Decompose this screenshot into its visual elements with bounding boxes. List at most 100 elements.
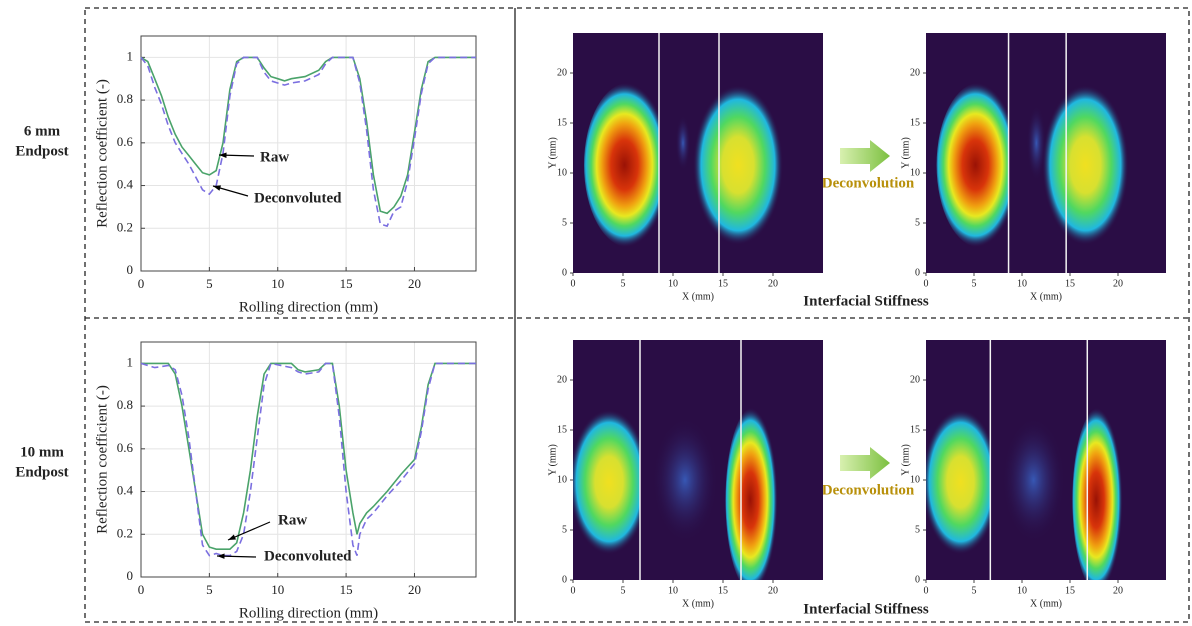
heatmap-blob: [652, 417, 718, 543]
heatmap-blob: [693, 85, 783, 245]
x-tick-label: 15: [718, 585, 728, 596]
y-tick-label: 0: [915, 574, 920, 585]
caption: Interfacial Stiffness: [803, 601, 929, 617]
heatmap-blob: [1002, 417, 1065, 543]
y-axis-label: Y (mm): [900, 444, 911, 476]
x-tick-label: 10: [668, 585, 678, 596]
x-tick-label: 0: [571, 585, 576, 596]
data-line: [140, 56, 476, 228]
x-tick-label: 5: [972, 278, 977, 289]
axes-frame: [140, 35, 477, 272]
y-tick-label: 1: [127, 354, 134, 369]
x-tick-label: 10: [1017, 278, 1027, 289]
x-tick-label: 20: [1113, 278, 1123, 289]
x-tick-label: 20: [768, 278, 778, 289]
x-tick-label: 5: [206, 582, 213, 597]
y-tick-label: 10: [910, 167, 920, 178]
y-tick-label: 5: [562, 524, 567, 535]
y-tick-label: 20: [910, 374, 920, 385]
x-tick-label: 15: [718, 278, 728, 289]
heatmap-blob: [725, 407, 781, 580]
plot-area: [140, 341, 477, 578]
row-label: Endpost: [15, 143, 68, 159]
y-tick-label: 0.6: [117, 134, 134, 149]
y-tick-label: 5: [915, 524, 920, 535]
y-tick-label: 0.2: [117, 219, 133, 234]
y-tick-label: 0.2: [117, 525, 133, 540]
x-tick-label: 0: [138, 582, 145, 597]
x-tick-label: 5: [972, 585, 977, 596]
heatmap-blob: [1072, 407, 1126, 580]
data-line: [140, 56, 476, 215]
heatmap-blob: [926, 409, 991, 555]
y-tick-label: 15: [910, 424, 920, 435]
y-tick-label: 10: [910, 474, 920, 485]
heatmap-blob: [1026, 105, 1046, 181]
y-tick-label: 10: [557, 474, 567, 485]
y-tick-label: 0.6: [117, 440, 134, 455]
heatmap-blob: [584, 82, 659, 248]
row-label: Endpost: [15, 464, 68, 480]
x-axis-label: X (mm): [1030, 291, 1062, 302]
y-axis-label: Reflection coefficient (-): [94, 385, 110, 534]
annotation: Raw: [260, 149, 289, 165]
x-tick-label: 10: [1017, 585, 1027, 596]
annotation: Deconvoluted: [264, 548, 352, 564]
annotation: Raw: [278, 512, 307, 528]
arrow-icon: [840, 447, 890, 479]
y-tick-label: 0.8: [117, 397, 133, 412]
heatmap-blob: [936, 82, 1009, 248]
x-axis-label: Rolling direction (mm): [239, 605, 378, 621]
arrow-label: Deconvolution: [822, 482, 915, 498]
y-axis-label: Y (mm): [547, 137, 558, 169]
x-tick-label: 5: [621, 278, 626, 289]
x-tick-label: 5: [206, 276, 213, 291]
row-label: 6 mm: [24, 123, 61, 139]
y-tick-label: 5: [562, 217, 567, 228]
y-tick-label: 0.4: [117, 483, 134, 498]
data-line: [140, 362, 476, 557]
x-axis-label: X (mm): [1030, 598, 1062, 609]
heatmap-blob: [675, 115, 691, 171]
y-axis-label: Y (mm): [900, 137, 911, 169]
arrow-head: [217, 553, 225, 559]
y-tick-label: 15: [557, 117, 567, 128]
x-tick-label: 20: [768, 585, 778, 596]
x-tick-label: 15: [340, 276, 353, 291]
y-tick-label: 0: [915, 267, 920, 278]
arrow-head: [228, 534, 236, 540]
caption: Interfacial Stiffness: [803, 293, 929, 309]
x-tick-label: 10: [271, 582, 284, 597]
x-tick-label: 15: [1065, 585, 1075, 596]
arrow-icon: [840, 140, 890, 172]
x-tick-label: 0: [571, 278, 576, 289]
y-axis-label: Y (mm): [547, 444, 558, 476]
x-tick-label: 10: [271, 276, 284, 291]
axes-frame: [140, 341, 477, 578]
y-axis-label: Reflection coefficient (-): [94, 79, 110, 228]
y-tick-label: 20: [557, 67, 567, 78]
x-axis-label: X (mm): [682, 291, 714, 302]
x-tick-label: 15: [340, 582, 353, 597]
x-tick-label: 10: [668, 278, 678, 289]
arrow-head: [219, 152, 227, 158]
arrow-label: Deconvolution: [822, 175, 915, 191]
annotation-arrow: [227, 521, 271, 541]
x-tick-label: 0: [138, 276, 145, 291]
y-tick-label: 20: [910, 67, 920, 78]
heatmap-blob: [573, 409, 640, 555]
x-tick-label: 20: [408, 276, 421, 291]
x-tick-label: 15: [1065, 278, 1075, 289]
arrow-head: [213, 185, 221, 191]
y-tick-label: 10: [557, 167, 567, 178]
y-tick-label: 15: [910, 117, 920, 128]
x-tick-label: 0: [924, 585, 929, 596]
y-tick-label: 15: [557, 424, 567, 435]
y-tick-label: 0: [127, 262, 134, 277]
y-tick-label: 0: [562, 574, 567, 585]
x-axis-label: X (mm): [682, 598, 714, 609]
outer-border: [84, 7, 1190, 623]
heatmap-blob: [1042, 85, 1129, 245]
row-label: 10 mm: [20, 444, 64, 460]
